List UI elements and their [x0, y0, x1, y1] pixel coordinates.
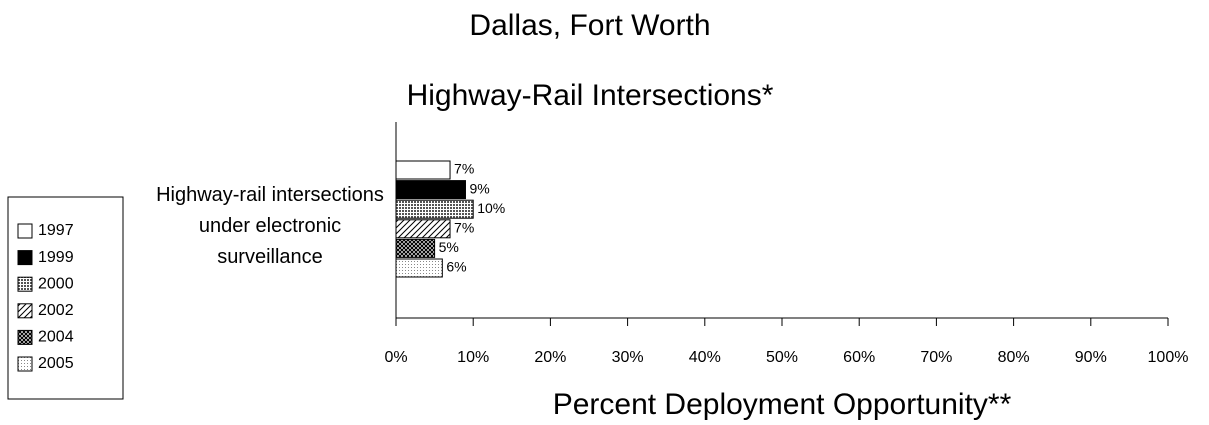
- legend-swatch: [17, 250, 33, 266]
- category-label: Highway-rail intersections under electro…: [156, 184, 384, 268]
- bar: [395, 258, 443, 278]
- value-label: 5%: [439, 239, 459, 255]
- value-label: 6%: [446, 259, 466, 275]
- x-tick-label: 70%: [920, 349, 952, 366]
- x-tick-label: 20%: [534, 349, 566, 366]
- value-label: 7%: [454, 161, 474, 177]
- x-tick-label: 30%: [612, 349, 644, 366]
- legend-label: 2004: [38, 329, 74, 346]
- bar: [395, 238, 436, 258]
- x-axis-label: Percent Deployment Opportunity**: [553, 388, 1012, 421]
- x-tick-label: 100%: [1148, 349, 1189, 366]
- legend-swatch: [17, 356, 33, 372]
- value-label: 10%: [477, 200, 505, 216]
- x-tick-label: 40%: [689, 349, 721, 366]
- value-label: 7%: [454, 220, 474, 236]
- bar: [395, 180, 466, 200]
- value-label: 9%: [469, 180, 489, 196]
- bar: [395, 219, 451, 239]
- legend-label: 2005: [38, 355, 74, 372]
- legend-swatch: [17, 223, 33, 239]
- x-tick-label: 80%: [998, 349, 1030, 366]
- x-tick-label: 0%: [384, 349, 407, 366]
- legend-swatch: [17, 276, 33, 292]
- x-tick-label: 90%: [1075, 349, 1107, 366]
- legend-label: 1999: [38, 249, 74, 266]
- legend-label: 1997: [38, 222, 74, 239]
- legend-swatch: [17, 303, 33, 319]
- x-tick-label: 50%: [766, 349, 798, 366]
- x-tick-label: 60%: [843, 349, 875, 366]
- legend-swatch: [17, 329, 33, 345]
- bar: [395, 199, 474, 219]
- legend-label: 2002: [38, 302, 74, 319]
- chart-title: Dallas, Fort Worth: [469, 9, 710, 42]
- bar: [395, 160, 451, 180]
- x-tick-label: 10%: [457, 349, 489, 366]
- chart-subtitle: Highway-Rail Intersections*: [407, 79, 774, 112]
- legend-label: 2000: [38, 275, 74, 292]
